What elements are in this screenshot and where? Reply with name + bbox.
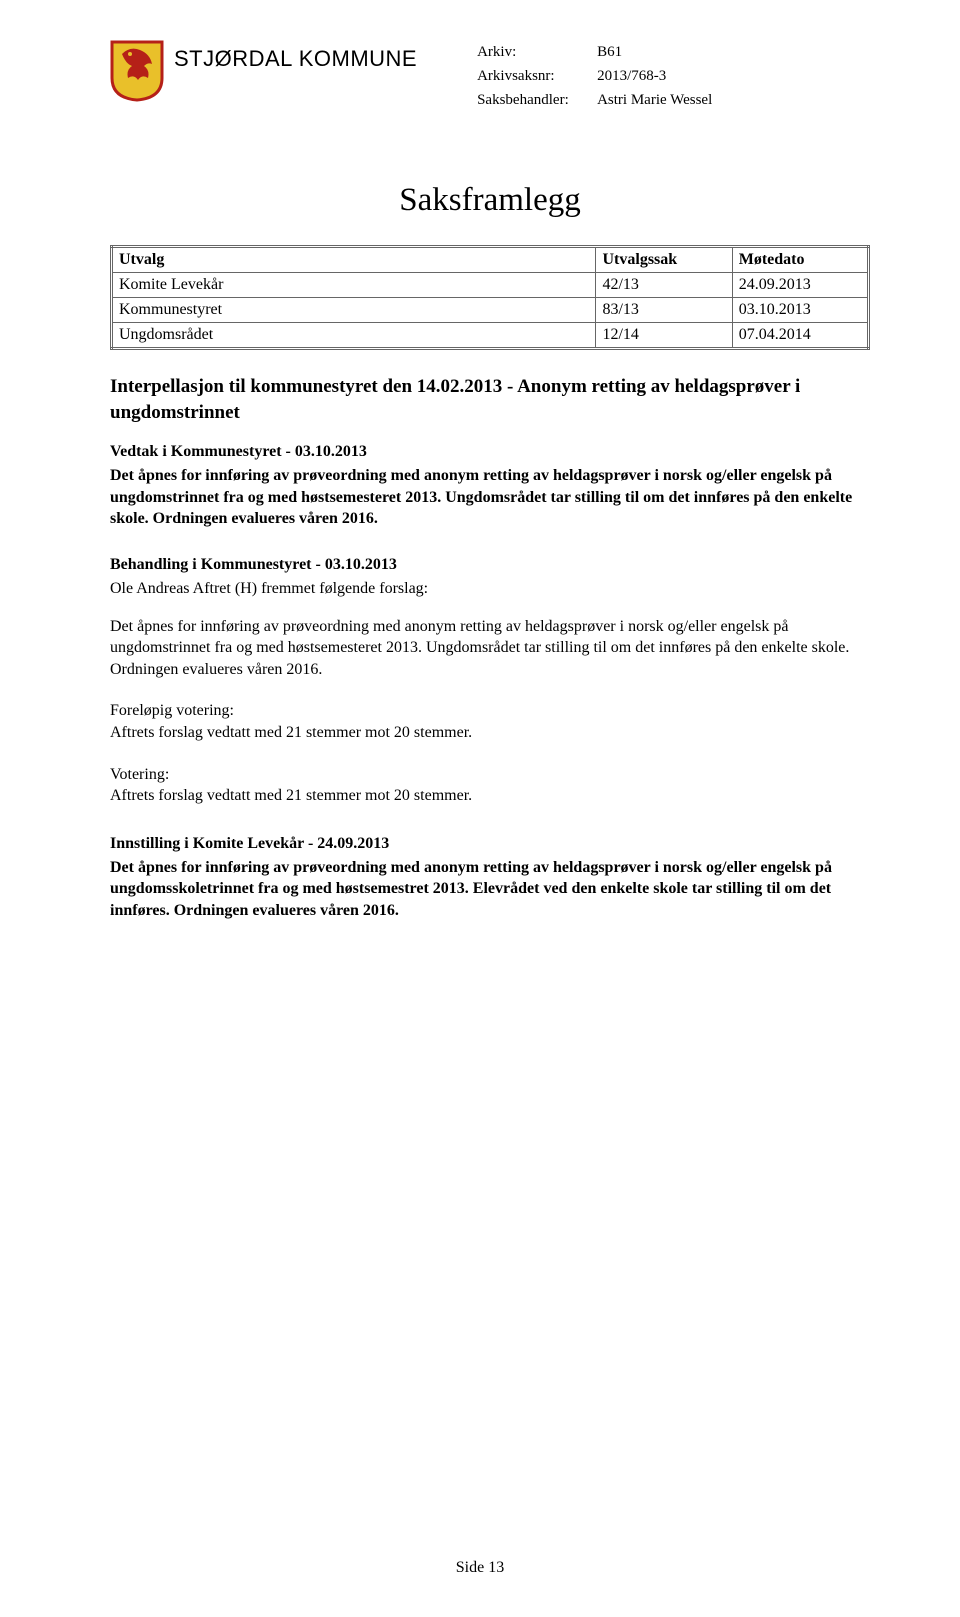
cell-utvalg: Ungdomsrådet xyxy=(112,323,596,349)
saksbehandler-value: Astri Marie Wessel xyxy=(597,88,712,112)
page-footer: Side 13 xyxy=(0,1559,960,1577)
table-header-row: Utvalg Utvalgssak Møtedato xyxy=(112,247,869,273)
kommune-shield-icon xyxy=(110,40,164,102)
arkivsaksnr-label: Arkivsaksnr: xyxy=(477,64,597,88)
behandling-heading: Behandling i Kommunestyret - 03.10.2013 xyxy=(110,556,870,574)
votering: Votering: Aftrets forslag vedtatt med 21… xyxy=(110,764,870,807)
table-row: Komite Levekår 42/13 24.09.2013 xyxy=(112,273,869,298)
votering-label: Votering: xyxy=(110,766,169,783)
meta-row-saksbehandler: Saksbehandler: Astri Marie Wessel xyxy=(477,88,712,112)
forelopig-label: Foreløpig votering: xyxy=(110,702,234,719)
vedtak-heading: Vedtak i Kommunestyret - 03.10.2013 xyxy=(110,443,870,461)
votering-text: Aftrets forslag vedtatt med 21 stemmer m… xyxy=(110,787,472,804)
arkiv-label: Arkiv: xyxy=(477,40,597,64)
meta-block: Arkiv: B61 Arkivsaksnr: 2013/768-3 Saksb… xyxy=(477,40,712,112)
meta-row-arkiv: Arkiv: B61 xyxy=(477,40,712,64)
cell-dato: 24.09.2013 xyxy=(732,273,868,298)
behandling-intro: Ole Andreas Aftret (H) fremmet følgende … xyxy=(110,578,870,600)
logo-title-group: STJØRDAL KOMMUNE xyxy=(110,40,417,102)
interpellasjon-title: Interpellasjon til kommunestyret den 14.… xyxy=(110,374,870,425)
vedtak-body: Det åpnes for innføring av prøveordning … xyxy=(110,465,870,530)
cell-utvalg: Kommunestyret xyxy=(112,298,596,323)
cell-sak: 83/13 xyxy=(596,298,732,323)
col-header-motedato: Møtedato xyxy=(732,247,868,273)
cell-sak: 12/14 xyxy=(596,323,732,349)
cell-dato: 03.10.2013 xyxy=(732,298,868,323)
forelopig-text: Aftrets forslag vedtatt med 21 stemmer m… xyxy=(110,724,472,741)
arkivsaksnr-value: 2013/768-3 xyxy=(597,64,666,88)
behandling-forslag: Det åpnes for innføring av prøveordning … xyxy=(110,616,870,681)
arkiv-value: B61 xyxy=(597,40,622,64)
forelopig-votering: Foreløpig votering: Aftrets forslag vedt… xyxy=(110,700,870,743)
cell-dato: 07.04.2014 xyxy=(732,323,868,349)
cell-sak: 42/13 xyxy=(596,273,732,298)
meeting-table: Utvalg Utvalgssak Møtedato Komite Levekå… xyxy=(110,245,870,350)
kommune-name: STJØRDAL KOMMUNE xyxy=(174,46,417,72)
col-header-utvalgssak: Utvalgssak xyxy=(596,247,732,273)
table-row: Kommunestyret 83/13 03.10.2013 xyxy=(112,298,869,323)
saksbehandler-label: Saksbehandler: xyxy=(477,88,597,112)
table-row: Ungdomsrådet 12/14 07.04.2014 xyxy=(112,323,869,349)
innstilling-body: Det åpnes for innføring av prøveordning … xyxy=(110,857,870,922)
meta-row-arkivsaksnr: Arkivsaksnr: 2013/768-3 xyxy=(477,64,712,88)
innstilling-heading: Innstilling i Komite Levekår - 24.09.201… xyxy=(110,835,870,853)
cell-utvalg: Komite Levekår xyxy=(112,273,596,298)
document-title: Saksframlegg xyxy=(110,182,870,219)
document-page: STJØRDAL KOMMUNE Arkiv: B61 Arkivsaksnr:… xyxy=(0,0,960,1617)
document-header: STJØRDAL KOMMUNE Arkiv: B61 Arkivsaksnr:… xyxy=(110,40,870,112)
col-header-utvalg: Utvalg xyxy=(112,247,596,273)
